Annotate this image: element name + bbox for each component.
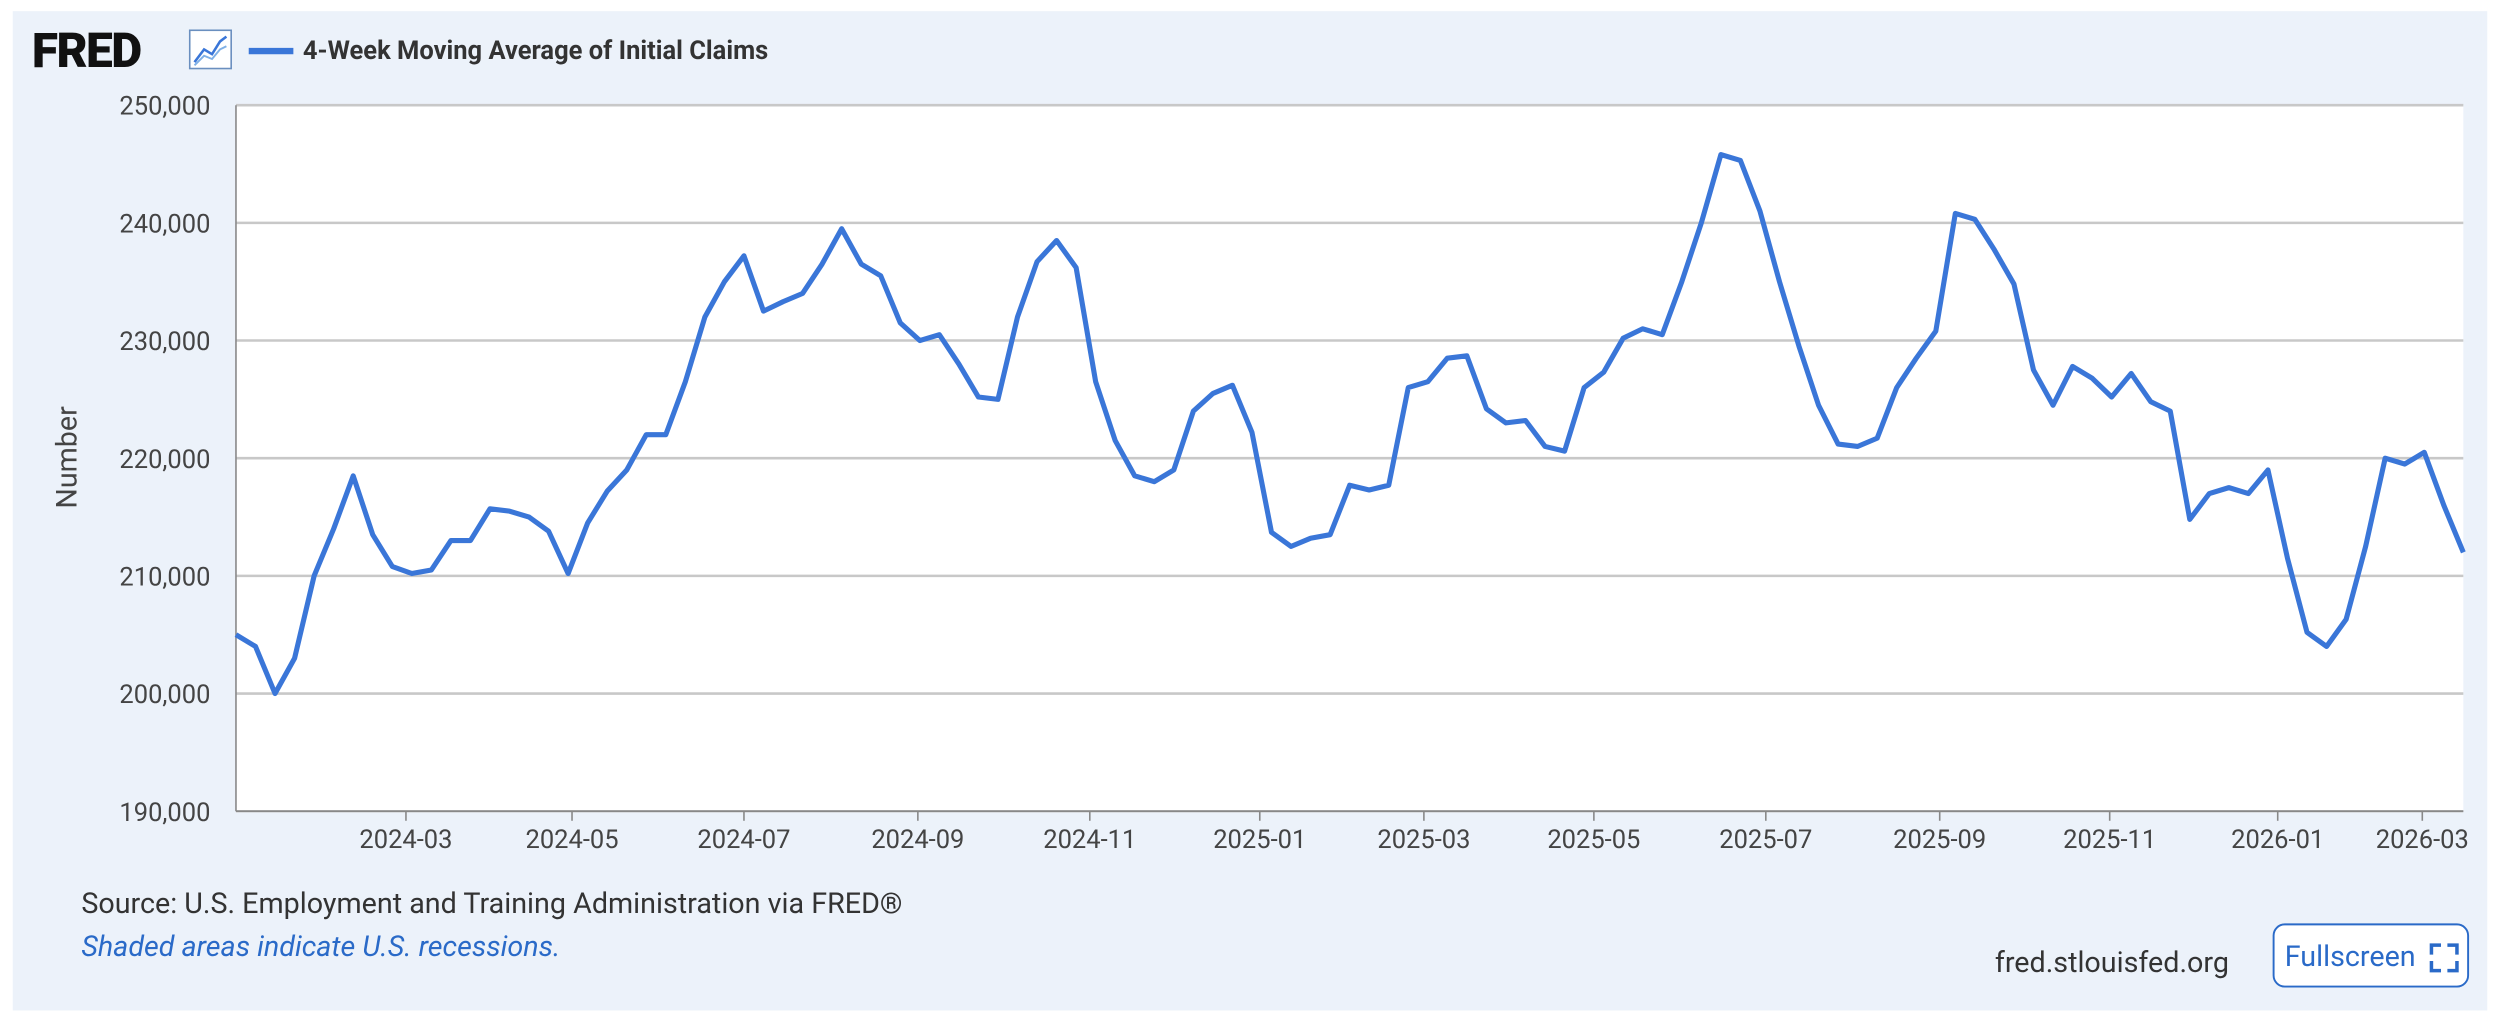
x-tick-label: 2025-03	[1377, 825, 1470, 855]
fullscreen-button[interactable]: Fullscreen	[2272, 923, 2470, 988]
legend-label: 4-Week Moving Average of Initial Claims	[303, 36, 768, 66]
source: Source: U.S. Employment and Training Adm…	[81, 887, 902, 921]
y-axis-title: Number	[51, 406, 85, 509]
fullscreen-icon[interactable]	[2429, 943, 2459, 973]
x-tick-label: 2025-11	[2063, 825, 2156, 855]
x-tick-label: 2025-07	[1719, 825, 1812, 855]
x-tick-label: 2024-09	[871, 825, 964, 855]
x-tick-label: 2025-09	[1893, 825, 1986, 855]
x-tick-label: 2025-05	[1547, 825, 1640, 855]
x-tick-label: 2024-03	[359, 825, 452, 855]
y-tick-label: 200,000	[119, 680, 210, 710]
button-frame[interactable]	[2272, 923, 2470, 988]
x-tick-label: 2024-11	[1043, 825, 1136, 855]
y-tick-label: 250,000	[119, 92, 210, 122]
logo: FRED	[32, 23, 141, 79]
y-tick-label: 190,000	[119, 798, 210, 828]
y-tick-label: 230,000	[119, 327, 210, 357]
x-tick-label: 2024-07	[697, 825, 790, 855]
y-tick-label: 220,000	[119, 445, 210, 475]
y-tick-label: 240,000	[119, 209, 210, 239]
x-tick-label: 2026-03	[2376, 825, 2469, 855]
y-tick-label: 210,000	[119, 562, 210, 592]
x-tick-label: 2026-01	[2231, 825, 2324, 855]
site-url: fred.stlouisfed.org	[1995, 946, 2229, 980]
x-tick-label: 2025-01	[1213, 825, 1306, 855]
button-label[interactable]: Fullscreen	[2285, 940, 2416, 974]
logo-icon	[188, 29, 232, 70]
recession-note: Shaded areas indicate U.S. recessions.	[81, 930, 560, 964]
data-line	[234, 152, 2466, 697]
x-tick-label: 2024-05	[525, 825, 618, 855]
